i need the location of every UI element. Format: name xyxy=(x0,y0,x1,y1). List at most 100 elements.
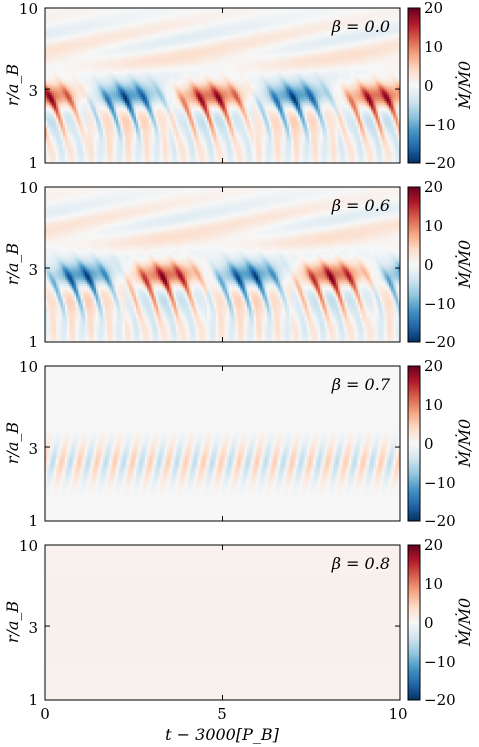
heatmap-cell xyxy=(47,9,50,13)
heatmap-cell xyxy=(73,8,77,11)
heatmap-cell xyxy=(175,11,179,15)
heatmap-cell xyxy=(49,11,53,15)
heatmap-cell xyxy=(315,17,319,21)
heatmap-cell xyxy=(78,13,81,17)
heatmap-cell xyxy=(249,9,252,13)
heatmap-cell xyxy=(53,25,57,28)
heatmap-cell xyxy=(218,21,221,24)
heatmap-cell xyxy=(100,25,104,28)
heatmap-cell xyxy=(231,23,234,26)
heatmap-cell xyxy=(218,9,221,13)
heatmap-cell xyxy=(202,9,206,13)
heatmap-cell xyxy=(273,9,277,13)
heatmap-cell xyxy=(162,9,166,13)
heatmap-cell xyxy=(231,19,234,22)
heatmap-cell xyxy=(346,25,350,28)
heatmap-cell xyxy=(140,23,144,26)
heatmap-cell xyxy=(140,17,144,21)
heatmap-cell xyxy=(277,21,281,24)
heatmap-cell xyxy=(111,8,115,11)
heatmap-cell xyxy=(213,9,217,13)
heatmap-cell xyxy=(60,17,64,21)
heatmap-cell xyxy=(337,13,341,17)
heatmap-cell xyxy=(96,15,99,19)
heatmap-cell xyxy=(366,9,370,13)
heatmap-cell xyxy=(96,9,99,13)
heatmap-cell xyxy=(360,8,363,11)
heatmap-cell xyxy=(162,23,166,26)
heatmap-cell xyxy=(331,25,334,28)
heatmap-cell xyxy=(193,21,197,24)
heatmap-cell xyxy=(238,9,241,13)
heatmap-cell xyxy=(320,8,323,11)
heatmap-cell xyxy=(151,21,155,24)
heatmap-cell xyxy=(127,25,130,28)
heatmap-cell xyxy=(258,19,261,22)
heatmap-cell xyxy=(129,17,132,21)
heatmap-cell xyxy=(273,19,277,22)
heatmap-cell xyxy=(351,11,354,15)
heatmap-cell xyxy=(109,15,112,19)
heatmap-cell xyxy=(209,11,212,15)
heatmap-cell xyxy=(233,13,237,17)
heatmap-cell xyxy=(289,13,292,17)
heatmap-cell xyxy=(246,11,250,15)
heatmap-cell xyxy=(324,23,328,26)
heatmap-cell xyxy=(362,8,365,11)
heatmap-cell xyxy=(351,15,354,19)
heatmap-cell xyxy=(211,21,215,24)
heatmap-cell xyxy=(96,17,99,21)
heatmap-cell xyxy=(377,8,381,11)
heatmap-cell xyxy=(191,13,195,17)
heatmap-cell xyxy=(147,13,150,17)
heatmap-cell xyxy=(357,23,361,26)
heatmap-cell xyxy=(89,11,92,15)
heatmap-cell xyxy=(360,13,363,17)
heatmap-cell xyxy=(253,15,257,19)
heatmap-cell xyxy=(317,21,321,24)
heatmap-cell xyxy=(98,13,101,17)
heatmap-cell xyxy=(87,17,90,21)
heatmap-cell xyxy=(295,13,299,17)
heatmap-cell xyxy=(280,17,283,21)
heatmap-cell xyxy=(326,9,330,13)
heatmap-cell xyxy=(311,11,314,15)
heatmap-cell xyxy=(60,9,64,13)
heatmap-cell xyxy=(69,25,73,28)
heatmap-cell xyxy=(368,13,372,17)
heatmap-cell xyxy=(286,19,290,22)
heatmap-cell xyxy=(280,23,283,26)
heatmap-cell xyxy=(116,8,119,11)
heatmap-cell xyxy=(89,9,92,13)
heatmap-cell xyxy=(264,23,268,26)
heatmap-cell xyxy=(187,21,190,24)
heatmap-cell xyxy=(45,13,48,17)
heatmap-cell xyxy=(73,9,77,13)
heatmap-cell xyxy=(109,21,112,24)
heatmap-cell xyxy=(160,19,163,22)
heatmap-cell xyxy=(91,8,95,11)
heatmap-cell xyxy=(231,15,234,19)
heatmap-cell xyxy=(69,23,73,26)
heatmap-cell xyxy=(297,8,301,11)
heatmap-cell xyxy=(340,17,343,21)
heatmap-cell xyxy=(131,15,135,19)
heatmap-cell xyxy=(138,8,141,11)
heatmap-cell xyxy=(164,25,168,28)
heatmap-cell xyxy=(173,8,177,11)
heatmap-cell xyxy=(275,23,279,26)
heatmap-cell xyxy=(198,17,201,21)
heatmap-cell xyxy=(255,13,259,17)
heatmap-cell xyxy=(269,8,272,11)
heatmap-cell xyxy=(393,13,396,17)
heatmap-cell xyxy=(229,13,232,17)
heatmap-cell xyxy=(244,8,248,11)
heatmap-cell xyxy=(342,19,345,22)
heatmap-cell xyxy=(104,15,108,19)
heatmap-cell xyxy=(80,9,84,13)
heatmap-cell xyxy=(51,15,55,19)
heatmap-cell xyxy=(187,23,190,26)
heatmap-cell xyxy=(238,13,241,17)
heatmap-cell xyxy=(293,11,297,15)
heatmap-cell xyxy=(120,25,124,28)
